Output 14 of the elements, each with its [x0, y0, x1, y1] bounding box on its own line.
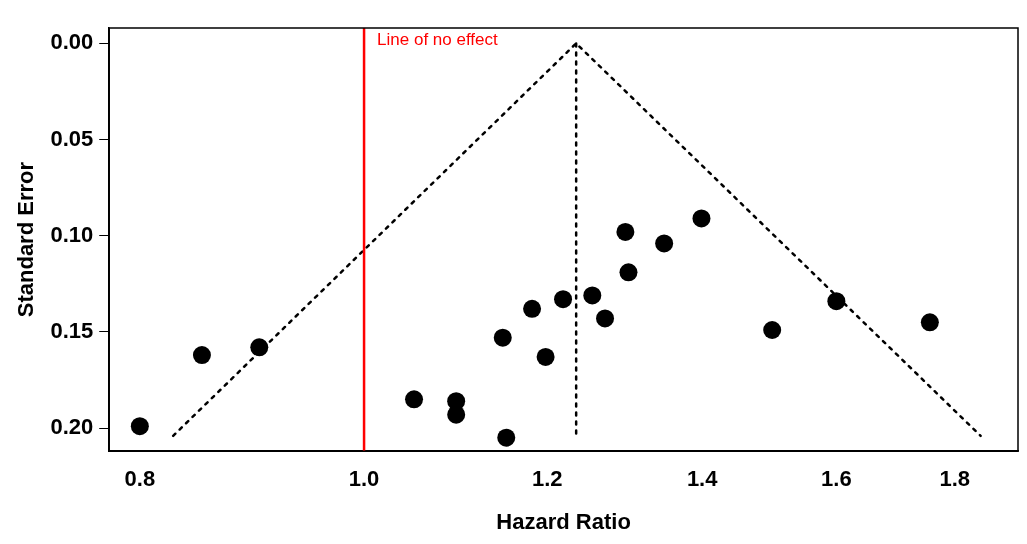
y-tick-label: 0.05 — [50, 125, 94, 151]
x-tick-label: 1.4 — [686, 466, 719, 492]
y-axis-title: Standard Error — [13, 161, 39, 318]
y-tick-label: 0.00 — [50, 29, 94, 55]
y-tick-label: 0.10 — [50, 221, 94, 247]
ref-line-label: Line of no effect — [377, 30, 499, 50]
x-tick-label: 1.2 — [531, 466, 563, 492]
x-tick-label: 1.0 — [348, 466, 380, 492]
x-tick-label: 0.8 — [124, 466, 156, 492]
x-tick-label: 1.8 — [939, 466, 971, 492]
y-tick-label: 0.15 — [50, 318, 94, 343]
x-axis-title: Hazard Ratio — [496, 508, 631, 534]
x-tick-label: 1.6 — [821, 466, 852, 492]
y-tick-label: 0.20 — [50, 414, 94, 440]
